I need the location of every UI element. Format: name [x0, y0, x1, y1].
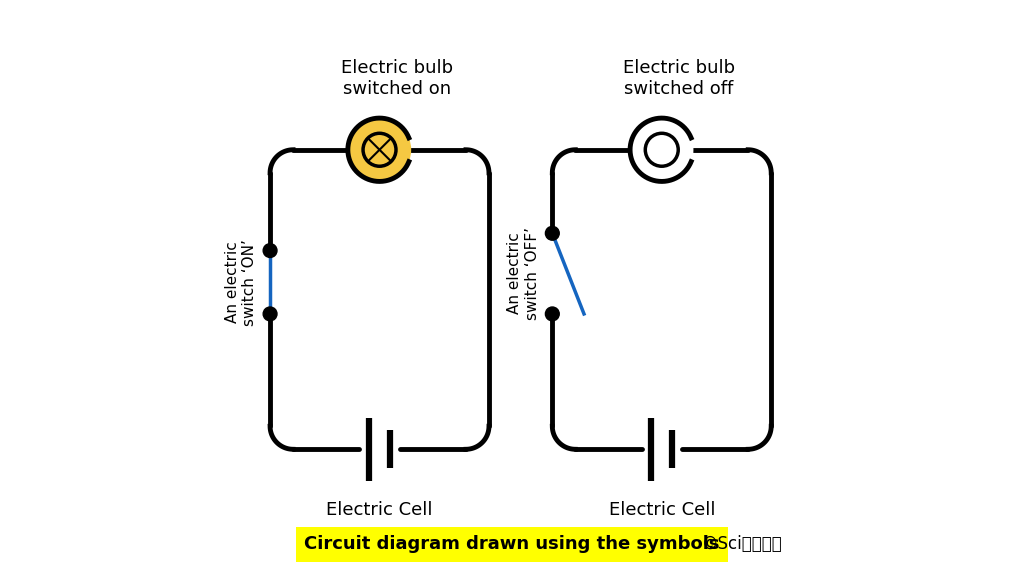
- Text: Electric Cell: Electric Cell: [608, 501, 715, 519]
- Text: Electric bulb
switched off: Electric bulb switched off: [623, 59, 735, 98]
- Circle shape: [546, 307, 559, 321]
- Circle shape: [645, 133, 678, 166]
- Circle shape: [630, 118, 693, 181]
- Text: An electric
switch ‘OFF’: An electric switch ‘OFF’: [507, 227, 540, 320]
- Circle shape: [546, 226, 559, 240]
- Circle shape: [348, 118, 412, 181]
- Text: An electric
switch ‘ON’: An electric switch ‘ON’: [225, 239, 257, 325]
- Text: Electric bulb
switched on: Electric bulb switched on: [341, 59, 453, 98]
- Text: ©Sciक्षक: ©Sciक्षक: [702, 535, 782, 554]
- Circle shape: [263, 307, 276, 321]
- Text: Circuit diagram drawn using the symbols: Circuit diagram drawn using the symbols: [304, 535, 720, 554]
- Circle shape: [364, 133, 396, 166]
- Text: Electric Cell: Electric Cell: [327, 501, 433, 519]
- Circle shape: [263, 244, 276, 257]
